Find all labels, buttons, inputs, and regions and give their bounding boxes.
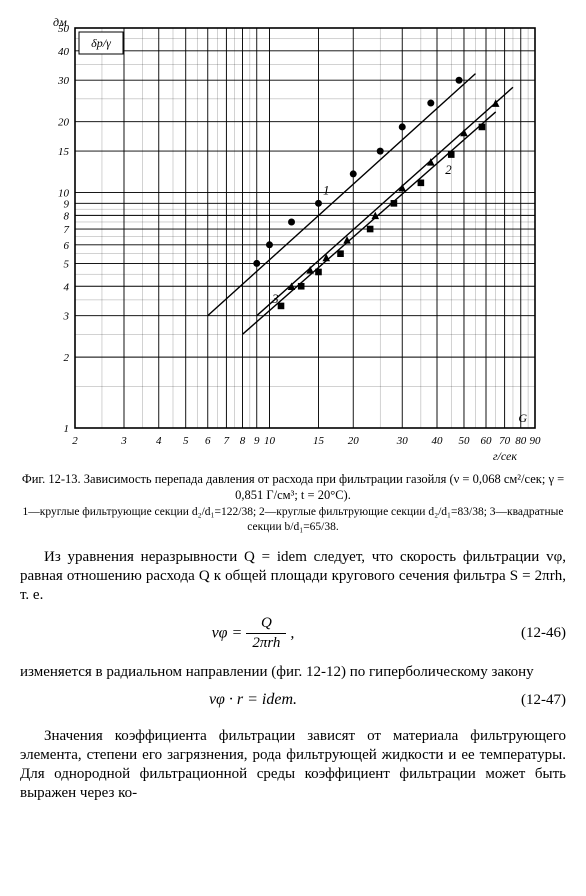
svg-text:20: 20: [348, 435, 360, 447]
svg-text:1: 1: [323, 183, 330, 198]
svg-text:15: 15: [58, 146, 70, 158]
eq1-number: (12-46): [486, 624, 566, 643]
caption-main: Фиг. 12-13. Зависимость перепада давлени…: [22, 472, 564, 502]
svg-text:40: 40: [432, 435, 444, 447]
svg-text:4: 4: [64, 281, 70, 293]
svg-text:2: 2: [64, 352, 70, 364]
chart-figure: 1234567891015203040502345678910152030405…: [23, 14, 563, 464]
loglog-chart: 1234567891015203040502345678910152030405…: [23, 14, 563, 464]
svg-text:30: 30: [396, 435, 409, 447]
svg-text:30: 30: [57, 75, 70, 87]
svg-text:10: 10: [58, 188, 70, 200]
svg-text:8: 8: [64, 210, 70, 222]
svg-text:5: 5: [183, 435, 189, 447]
caption-legend: 1—круглые фильтрующие секции d₂/d₁=122/3…: [20, 505, 566, 534]
paragraph-2: изменяется в радиальном направлении (фиг…: [20, 663, 566, 682]
eq1-body: vφ = Q 2πrh ,: [20, 614, 486, 653]
figure-caption: Фиг. 12-13. Зависимость перепада давлени…: [20, 472, 566, 534]
svg-text:г/сек: г/сек: [493, 449, 518, 463]
svg-text:6: 6: [205, 435, 211, 447]
svg-text:90: 90: [530, 435, 542, 447]
svg-text:дм: дм: [53, 15, 67, 29]
svg-text:50: 50: [458, 435, 470, 447]
svg-text:δp/γ: δp/γ: [91, 36, 111, 50]
svg-text:7: 7: [64, 224, 70, 236]
svg-text:9: 9: [254, 435, 260, 447]
eq1-denom: 2πrh: [246, 634, 286, 653]
eq2-body: vφ · r = idem.: [20, 690, 486, 710]
svg-text:60: 60: [481, 435, 493, 447]
svg-text:3: 3: [271, 291, 279, 306]
svg-text:70: 70: [499, 435, 511, 447]
svg-text:G: G: [518, 411, 527, 425]
svg-text:5: 5: [64, 258, 70, 270]
eq2-number: (12-47): [486, 691, 566, 710]
eq1-numer: Q: [246, 614, 286, 634]
svg-text:1: 1: [64, 423, 70, 435]
paragraph-1: Из уравнения неразрывности Q = idem след…: [20, 548, 566, 606]
svg-text:2: 2: [445, 162, 452, 177]
svg-text:2: 2: [72, 435, 78, 447]
equation-12-46: vφ = Q 2πrh , (12-46): [20, 614, 566, 653]
svg-text:4: 4: [156, 435, 162, 447]
eq1-lhs: vφ =: [212, 624, 243, 641]
svg-text:8: 8: [240, 435, 246, 447]
svg-text:3: 3: [63, 311, 70, 323]
paragraph-3: Значения коэффициента фильтрации зависят…: [20, 727, 566, 804]
svg-text:9: 9: [64, 198, 70, 210]
equation-12-47: vφ · r = idem. (12-47): [20, 690, 566, 710]
svg-text:7: 7: [224, 435, 230, 447]
eq1-tail: ,: [290, 624, 294, 641]
svg-text:20: 20: [58, 117, 70, 129]
svg-text:10: 10: [264, 435, 276, 447]
svg-text:15: 15: [313, 435, 325, 447]
svg-text:6: 6: [64, 240, 70, 252]
svg-text:40: 40: [58, 46, 70, 58]
svg-text:3: 3: [120, 435, 127, 447]
svg-text:80: 80: [515, 435, 527, 447]
